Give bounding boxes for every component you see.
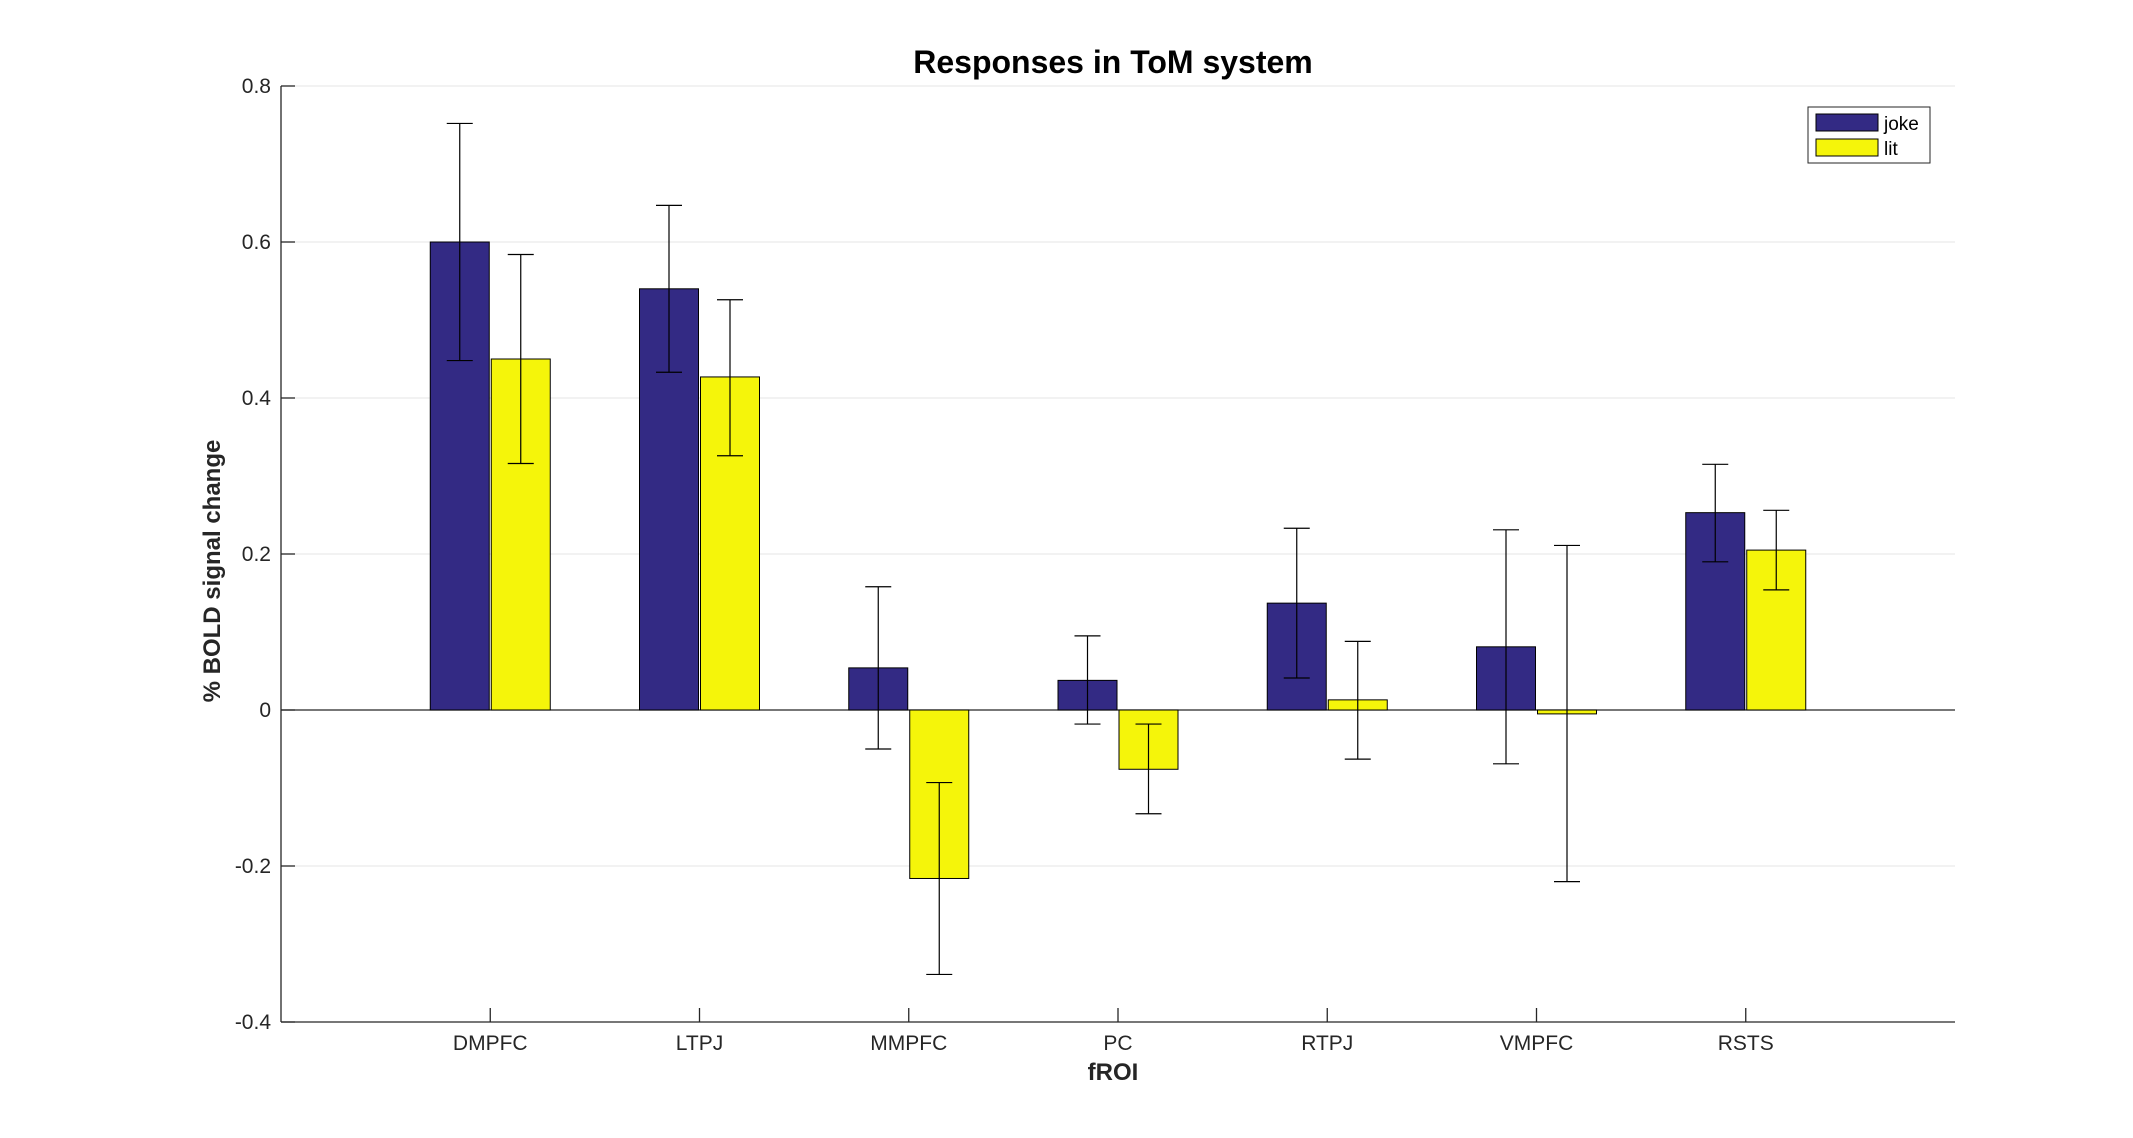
y-tick-label: 0.2 [242,543,271,566]
y-tick-label: 0.4 [242,387,272,410]
y-tick-label: 0.6 [242,231,271,254]
legend-swatch-lit [1815,138,1879,157]
x-tick-label: DMPFC [453,1032,528,1055]
x-tick-label: RTPJ [1301,1032,1353,1055]
y-tick-label: -0.4 [235,1011,272,1034]
legend-swatch-joke [1815,113,1879,132]
legend: joke lit [1807,106,1931,164]
legend-label-joke: joke [1883,114,1919,135]
tick-labels: -0.4 -0.2 0 0.2 0.4 0.6 0.8 DMPFC LTPJ MMPFC PC RTP… [235,75,1774,1055]
y-tick-label: 0.8 [242,75,271,98]
y-tick-label: 0 [259,699,271,722]
y-tick-label: -0.2 [235,855,271,878]
x-tick-label: MMPFC [870,1032,947,1055]
legend-label-lit: lit [1884,139,1898,160]
x-tick-label: PC [1103,1032,1132,1055]
x-axis-label: fROI [1088,1059,1139,1086]
x-tick-label: LTPJ [676,1032,723,1055]
x-tick-label: RSTS [1718,1032,1774,1055]
bars [429,241,1807,879]
error-bars [446,122,1790,976]
y-axis-label: % BOLD signal change [199,440,226,703]
chart-title: Responses in ToM system [913,44,1313,80]
x-tick-label: VMPFC [1500,1032,1574,1055]
axes [280,85,1955,1023]
